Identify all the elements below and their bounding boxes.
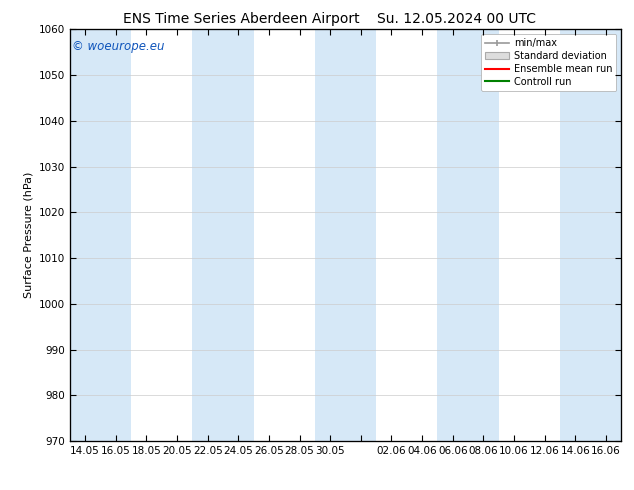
Text: © woeurope.eu: © woeurope.eu <box>72 40 165 53</box>
Y-axis label: Surface Pressure (hPa): Surface Pressure (hPa) <box>23 172 33 298</box>
Bar <box>437 29 499 441</box>
Bar <box>560 29 621 441</box>
Bar <box>315 29 376 441</box>
Bar <box>70 29 131 441</box>
Text: ENS Time Series Aberdeen Airport: ENS Time Series Aberdeen Airport <box>122 12 359 26</box>
Bar <box>192 29 254 441</box>
Text: Su. 12.05.2024 00 UTC: Su. 12.05.2024 00 UTC <box>377 12 536 26</box>
Legend: min/max, Standard deviation, Ensemble mean run, Controll run: min/max, Standard deviation, Ensemble me… <box>481 34 616 91</box>
